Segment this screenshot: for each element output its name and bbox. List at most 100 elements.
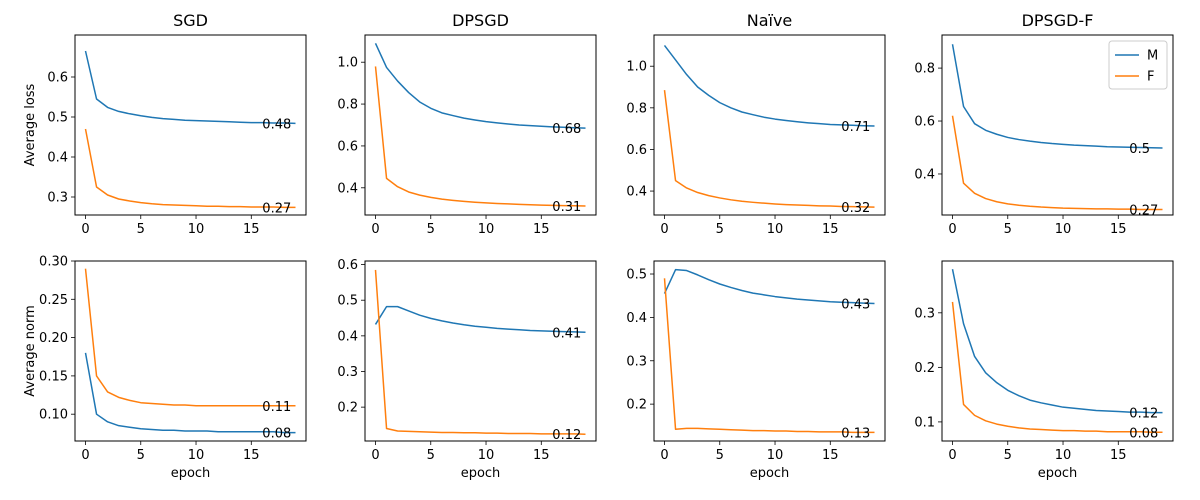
x-tick-label: 15: [1110, 222, 1127, 237]
x-tick-label: 5: [1004, 222, 1012, 237]
y-tick-label: 0.5: [337, 294, 358, 309]
end-label-F: 0.12: [552, 428, 581, 443]
x-tick-label: 15: [243, 448, 260, 463]
subplot-7: 0.43 0.13 0 5 10 15 0.2 0.3 0.4 0.5 epoch: [626, 260, 886, 481]
x-tick-label: 0: [81, 448, 89, 463]
series-line-F: [663, 278, 875, 434]
subplot-2: 0.68 0.31 0 5 10 15 0.4 0.6 0.8 1.0 DPSGD: [337, 11, 597, 237]
series-line-M: [84, 352, 296, 434]
x-tick-label: 0: [948, 448, 956, 463]
y-tick-label: 0.2: [337, 401, 358, 416]
x-tick-label: 10: [767, 222, 784, 237]
x-tick-label: 5: [716, 222, 724, 237]
series-line-M: [663, 44, 875, 127]
y-tick-label: 0.6: [337, 258, 358, 273]
y-tick-label: 0.8: [626, 101, 647, 116]
end-label-M: 0.41: [552, 326, 581, 341]
x-tick-label: 5: [427, 222, 435, 237]
series-line-F: [951, 301, 1163, 434]
x-tick-label: 15: [533, 222, 550, 237]
subplot-title: SGD: [173, 11, 208, 30]
end-label-F: 0.27: [262, 201, 291, 216]
series-line-F: [374, 269, 586, 435]
subplot-3: 0.71 0.32 0 5 10 15 0.4 0.6 0.8 1.0 Naïve: [626, 11, 886, 237]
legend: MF: [1108, 40, 1168, 90]
y-tick-label: 0.4: [626, 311, 647, 326]
x-tick-label: 5: [137, 222, 145, 237]
end-label-F: 0.31: [552, 200, 581, 215]
y-tick-label: 0.3: [47, 191, 68, 206]
y-tick-label: 0.3: [626, 354, 647, 369]
axes-frame: [364, 34, 597, 216]
series-line-F: [663, 90, 875, 208]
y-tick-label: 0.4: [337, 181, 358, 196]
subplot-title: Naïve: [747, 11, 793, 30]
x-tick-label: 15: [822, 448, 839, 463]
y-tick-label: 0.10: [39, 408, 68, 423]
axes-frame: [941, 260, 1174, 442]
y-tick-label: 1.0: [626, 60, 647, 75]
y-tick-label: 0.3: [914, 306, 935, 321]
axes-frame: [364, 260, 597, 442]
subplot-4: 0.5 0.27 0 5 10 15 0.4 0.6 0.8 DPSGD-F MF: [914, 11, 1174, 237]
axes-frame: [74, 260, 307, 442]
axes-frame: [941, 34, 1174, 216]
x-axis-label: epoch: [171, 466, 211, 481]
end-label-M: 0.12: [1129, 407, 1158, 422]
subplot-1: 0.48 0.27 0 5 10 15 0.3 0.4 0.5 0.6 SGD Average los…: [23, 11, 307, 237]
x-tick-label: 5: [427, 448, 435, 463]
y-tick-label: 0.4: [337, 329, 358, 344]
y-tick-label: 1.0: [337, 56, 358, 71]
series-line-M: [84, 50, 296, 125]
end-label-M: 0.43: [841, 298, 870, 313]
x-tick-label: 15: [822, 222, 839, 237]
axes-frame: [653, 34, 886, 216]
y-axis-label: Average loss: [23, 83, 38, 166]
x-tick-label: 5: [137, 448, 145, 463]
y-tick-label: 0.6: [914, 115, 935, 130]
x-tick-label: 10: [1055, 222, 1072, 237]
series-line-F: [84, 128, 296, 209]
end-label-M: 0.08: [262, 427, 291, 442]
subplot-5: 0.08 0.11 0 5 10 15 0.10 0.15 0.20 0.25 0.30 epoch A…: [23, 255, 307, 481]
y-tick-label: 0.4: [47, 151, 68, 166]
end-label-M: 0.5: [1129, 142, 1150, 157]
y-tick-label: 0.8: [914, 62, 935, 77]
end-label-F: 0.08: [1129, 426, 1158, 441]
series-line-M: [951, 44, 1163, 149]
series-line-M: [951, 269, 1163, 414]
x-tick-label: 0: [948, 222, 956, 237]
axes-frame: [74, 34, 307, 216]
end-label-F: 0.13: [841, 426, 870, 441]
legend-box: [1108, 40, 1168, 90]
subplot-6: 0.41 0.12 0 5 10 15 0.2 0.3 0.4 0.5 0.6 epoch: [337, 258, 597, 481]
x-tick-label: 10: [767, 448, 784, 463]
y-tick-label: 0.20: [39, 331, 68, 346]
x-tick-label: 15: [533, 448, 550, 463]
x-tick-label: 10: [188, 222, 205, 237]
y-tick-label: 0.2: [626, 398, 647, 413]
x-tick-label: 10: [1055, 448, 1072, 463]
series-line-M: [374, 43, 586, 129]
series-line-F: [951, 115, 1163, 211]
end-label-F: 0.32: [841, 201, 870, 216]
x-axis-label: epoch: [461, 466, 501, 481]
x-tick-label: 10: [478, 448, 495, 463]
series-line-F: [374, 66, 586, 207]
x-tick-label: 15: [1110, 448, 1127, 463]
end-label-M: 0.68: [552, 122, 581, 137]
y-tick-label: 0.5: [47, 111, 68, 126]
y-axis-label: Average norm: [23, 305, 38, 397]
y-tick-label: 0.25: [39, 293, 68, 308]
y-tick-label: 0.15: [39, 369, 68, 384]
x-axis-label: epoch: [750, 466, 790, 481]
y-tick-label: 0.30: [39, 255, 68, 270]
y-tick-label: 0.8: [337, 98, 358, 113]
series-line-M: [663, 268, 875, 305]
x-tick-label: 15: [243, 222, 260, 237]
x-tick-label: 0: [660, 448, 668, 463]
x-tick-label: 5: [1004, 448, 1012, 463]
y-tick-label: 0.1: [914, 415, 935, 430]
x-tick-label: 0: [371, 222, 379, 237]
